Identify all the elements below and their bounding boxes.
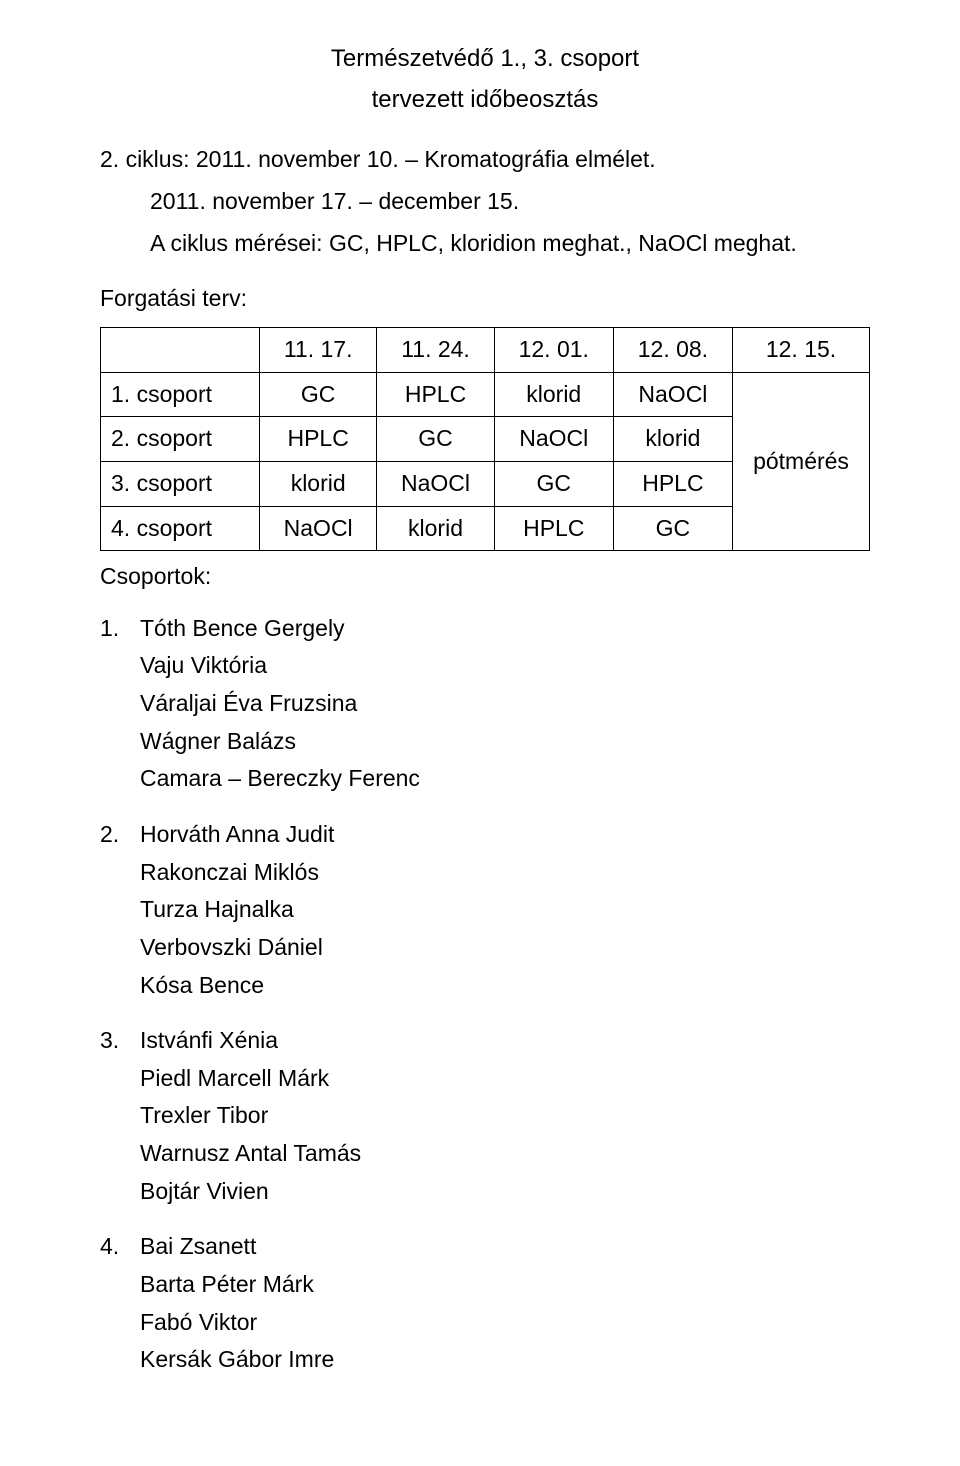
cell: HPLC — [260, 417, 377, 462]
member: Kósa Bence — [100, 968, 870, 1004]
row-label: 3. csoport — [101, 461, 260, 506]
header-cell: 12. 01. — [494, 327, 613, 372]
group-head: 4.Bai Zsanett — [100, 1229, 870, 1265]
schedule-table: 11. 17. 11. 24. 12. 01. 12. 08. 12. 15. … — [100, 327, 870, 551]
cell: NaOCl — [260, 506, 377, 551]
forgatasi-label: Forgatási terv: — [100, 281, 870, 317]
cell: NaOCl — [494, 417, 613, 462]
member: Camara – Bereczky Ferenc — [100, 761, 870, 797]
group-leader: Bai Zsanett — [140, 1233, 256, 1259]
cell: GC — [377, 417, 494, 462]
group-number: 3. — [100, 1023, 140, 1059]
member: Fabó Viktor — [100, 1305, 870, 1341]
meresek: A ciklus mérései: GC, HPLC, kloridion me… — [150, 226, 870, 262]
member: Váraljai Éva Fruzsina — [100, 686, 870, 722]
cell: klorid — [494, 372, 613, 417]
group-head: 3.Istvánfi Xénia — [100, 1023, 870, 1059]
table-header-row: 11. 17. 11. 24. 12. 01. 12. 08. 12. 15. — [101, 327, 870, 372]
doc-title: Természetvédő 1., 3. csoport — [100, 40, 870, 77]
cell: NaOCl — [377, 461, 494, 506]
group-item: 3.Istvánfi Xénia Piedl Marcell Márk Trex… — [100, 1023, 870, 1209]
row-label: 2. csoport — [101, 417, 260, 462]
cell: HPLC — [613, 461, 732, 506]
table-row: 1. csoport GC HPLC klorid NaOCl pótmérés — [101, 372, 870, 417]
member: Piedl Marcell Márk — [100, 1061, 870, 1097]
cell: NaOCl — [613, 372, 732, 417]
member: Turza Hajnalka — [100, 892, 870, 928]
potmeres-cell: pótmérés — [733, 372, 870, 551]
member: Trexler Tibor — [100, 1098, 870, 1134]
member: Verbovszki Dániel — [100, 930, 870, 966]
header-cell: 11. 24. — [377, 327, 494, 372]
group-number: 1. — [100, 611, 140, 647]
member: Barta Péter Márk — [100, 1267, 870, 1303]
member: Rakonczai Miklós — [100, 855, 870, 891]
group-head: 1.Tóth Bence Gergely — [100, 611, 870, 647]
member: Bojtár Vivien — [100, 1174, 870, 1210]
group-leader: Tóth Bence Gergely — [140, 615, 345, 641]
cell: GC — [613, 506, 732, 551]
groups-list: 1.Tóth Bence Gergely Vaju Viktória Váral… — [100, 611, 870, 1378]
row-label: 1. csoport — [101, 372, 260, 417]
document-page: Természetvédő 1., 3. csoport tervezett i… — [0, 0, 960, 1438]
group-item: 2.Horváth Anna Judit Rakonczai Miklós Tu… — [100, 817, 870, 1003]
cell: klorid — [260, 461, 377, 506]
group-head: 2.Horváth Anna Judit — [100, 817, 870, 853]
cell: klorid — [377, 506, 494, 551]
header-cell: 12. 08. — [613, 327, 732, 372]
group-number: 2. — [100, 817, 140, 853]
cell: klorid — [613, 417, 732, 462]
member: Wágner Balázs — [100, 724, 870, 760]
ciklus-line: 2. ciklus: 2011. november 10. – Kromatog… — [100, 142, 870, 178]
header-cell — [101, 327, 260, 372]
cell: HPLC — [494, 506, 613, 551]
indent-block: 2011. november 17. – december 15. A cikl… — [100, 184, 870, 261]
cell: HPLC — [377, 372, 494, 417]
doc-subtitle: tervezett időbeosztás — [100, 81, 870, 118]
group-item: 4.Bai Zsanett Barta Péter Márk Fabó Vikt… — [100, 1229, 870, 1378]
group-item: 1.Tóth Bence Gergely Vaju Viktória Váral… — [100, 611, 870, 797]
group-leader: Horváth Anna Judit — [140, 821, 334, 847]
cell: GC — [260, 372, 377, 417]
csoportok-label: Csoportok: — [100, 559, 870, 595]
header-cell: 11. 17. — [260, 327, 377, 372]
member: Warnusz Antal Tamás — [100, 1136, 870, 1172]
row-label: 4. csoport — [101, 506, 260, 551]
header-cell: 12. 15. — [733, 327, 870, 372]
member: Kersák Gábor Imre — [100, 1342, 870, 1378]
date-range: 2011. november 17. – december 15. — [150, 184, 870, 220]
cell: GC — [494, 461, 613, 506]
group-leader: Istvánfi Xénia — [140, 1027, 278, 1053]
member: Vaju Viktória — [100, 648, 870, 684]
group-number: 4. — [100, 1229, 140, 1265]
